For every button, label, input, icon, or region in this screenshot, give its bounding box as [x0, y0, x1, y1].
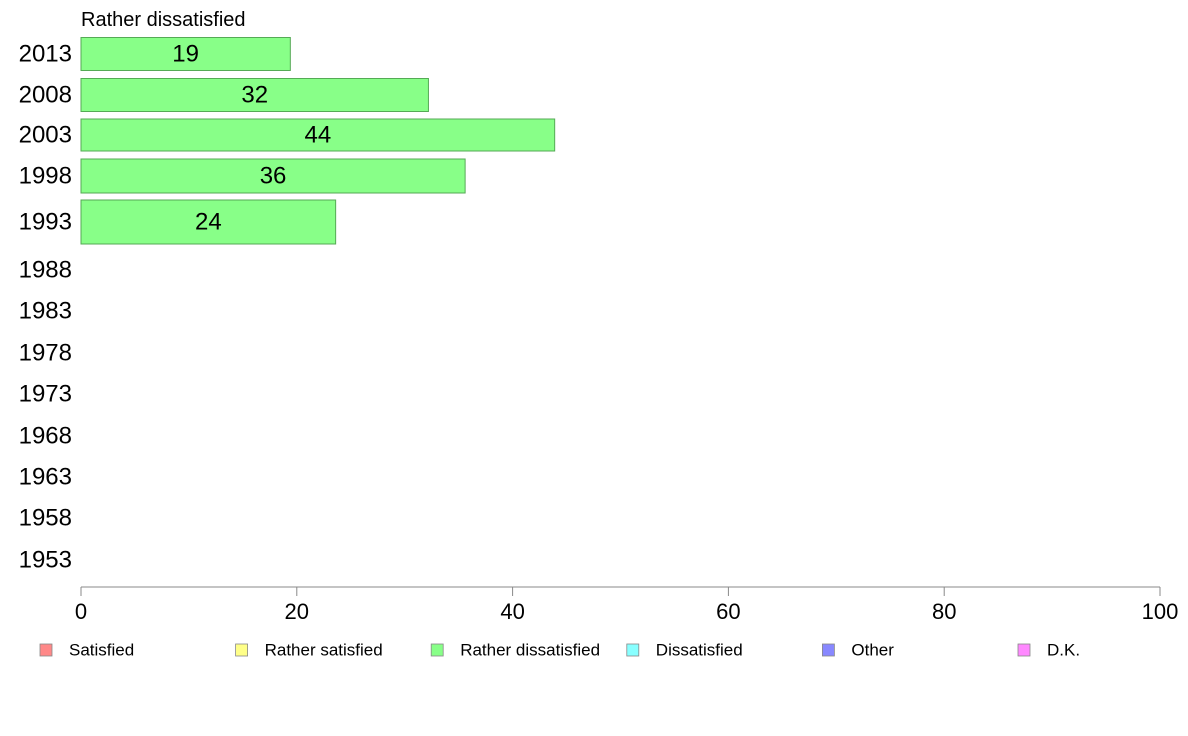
bars-group: 19 32 44 36 24: [80, 37, 556, 245]
y-tick-label: 1983: [19, 298, 72, 325]
x-tick-label: 60: [716, 599, 740, 624]
y-tick-label: 1963: [19, 464, 72, 491]
bar-value-label: 44: [304, 122, 331, 149]
legend-label: Dissatisfied: [656, 641, 743, 660]
y-tick-label: 1978: [19, 340, 72, 367]
y-tick-label: 1998: [19, 163, 72, 190]
legend-label: Other: [851, 641, 894, 660]
y-tick-label: 1988: [19, 257, 72, 284]
y-tick-label: 1993: [19, 209, 72, 236]
x-axis: 0 20 40 60 80 100: [75, 586, 1179, 624]
legend-label: D.K.: [1047, 641, 1080, 660]
y-tick-label: 1953: [19, 547, 72, 574]
x-tick-label: 40: [500, 599, 524, 624]
chart-title: Rather dissatisfied: [81, 9, 246, 31]
x-tick-label: 0: [75, 599, 87, 624]
legend-swatch: [235, 643, 249, 657]
y-tick-label: 2013: [19, 41, 72, 68]
legend-swatch: [1017, 643, 1031, 657]
legend-swatch: [626, 643, 640, 657]
y-axis-labels: 2013 2008 2003 1998 1993 1988 1983 1978 1973 1968…: [19, 41, 72, 574]
legend-label: Satisfied: [69, 641, 134, 660]
bar: [80, 37, 291, 71]
bar-value-label: 19: [172, 41, 199, 68]
y-tick-label: 1958: [19, 505, 72, 532]
legend-label: Rather satisfied: [265, 641, 383, 660]
y-tick-label: 2008: [19, 82, 72, 109]
bar: [80, 158, 466, 194]
bar-value-label: 24: [195, 209, 222, 236]
legend-swatch: [430, 643, 444, 657]
bar: [80, 118, 556, 152]
legend-swatch: [822, 643, 835, 657]
bar: [80, 78, 429, 112]
x-tick-label: 100: [1142, 599, 1179, 624]
y-tick-label: 2003: [19, 122, 72, 149]
bar: [80, 199, 337, 245]
x-tick-label: 80: [932, 599, 956, 624]
legend-label: Rather dissatisfied: [460, 641, 600, 660]
y-tick-label: 1973: [19, 381, 72, 408]
legend-swatch: [39, 643, 53, 657]
bar-value-label: 36: [260, 163, 287, 190]
x-tick-label: 20: [285, 599, 309, 624]
legend: Satisfied Rather satisfied Rather dissatis…: [39, 641, 1080, 660]
y-tick-label: 1968: [19, 423, 72, 450]
bar-value-label: 32: [241, 82, 268, 109]
